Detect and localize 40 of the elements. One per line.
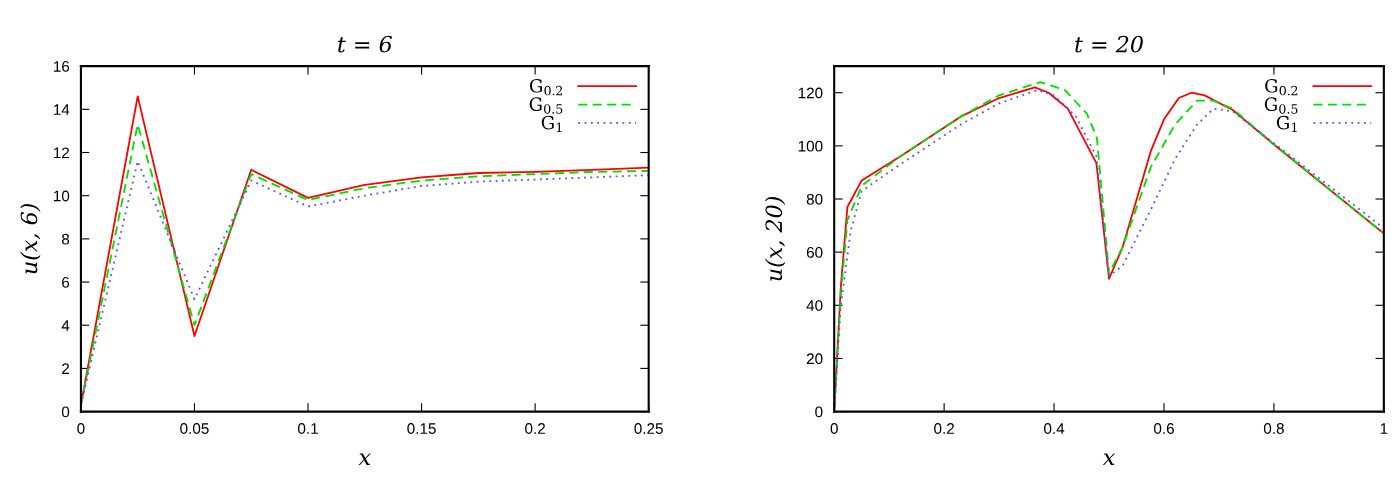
chart-title: t = 6	[338, 35, 392, 53]
x-tick-label: 0	[77, 423, 85, 434]
y-tick-label: 20	[806, 353, 823, 365]
y-axis-title: u(x, 20)	[764, 196, 786, 281]
y-tick-label: 80	[806, 193, 823, 205]
y-axis-title: u(x, 6)	[20, 204, 41, 274]
x-tick-label: 0.2	[934, 423, 954, 434]
y-tick-label: 0	[61, 406, 70, 418]
x-tick-label: 0.2	[525, 423, 545, 434]
y-tick-label: 8	[61, 233, 70, 245]
legend-label: G$_{0.2}$	[529, 78, 563, 96]
x-tick-label: 0.15	[407, 423, 436, 434]
chart-title: t = 20	[1075, 35, 1143, 53]
y-tick-label: 16	[53, 61, 70, 72]
x-tick-label: 0.6	[1153, 423, 1174, 434]
x-tick-label: 0.8	[1263, 423, 1284, 434]
x-axis-title: x	[358, 453, 371, 465]
y-tick-label: 10	[53, 190, 70, 202]
legend-label: G$_{1}$	[541, 115, 562, 132]
legend-label: G$_{0.2}$	[1265, 78, 1298, 96]
x-tick-label: 0.25	[634, 423, 663, 434]
x-axis-title: x	[1102, 453, 1115, 465]
y-tick-label: 4	[61, 320, 70, 331]
y-tick-label: 2	[62, 363, 70, 374]
x-tick-label: 0.1	[297, 423, 318, 434]
y-tick-label: 14	[53, 104, 70, 115]
y-tick-label: 12	[53, 147, 70, 159]
y-tick-label: 6	[62, 276, 70, 288]
x-tick-label: 0.05	[180, 423, 209, 434]
x-tick-label: 0	[830, 423, 838, 434]
y-tick-label: 40	[806, 300, 823, 311]
y-tick-label: 60	[806, 247, 823, 258]
y-tick-label: 120	[798, 87, 823, 99]
legend-label: G$_{1}$	[1276, 115, 1297, 132]
y-tick-label: 100	[798, 140, 823, 152]
legend-label: G$_{0.5}$	[1264, 97, 1298, 114]
x-tick-label: 0.4	[1044, 423, 1065, 434]
x-tick-label: 1	[1380, 423, 1388, 434]
legend-label: G$_{0.5}$	[529, 97, 563, 114]
y-tick-label: 0	[815, 406, 823, 418]
